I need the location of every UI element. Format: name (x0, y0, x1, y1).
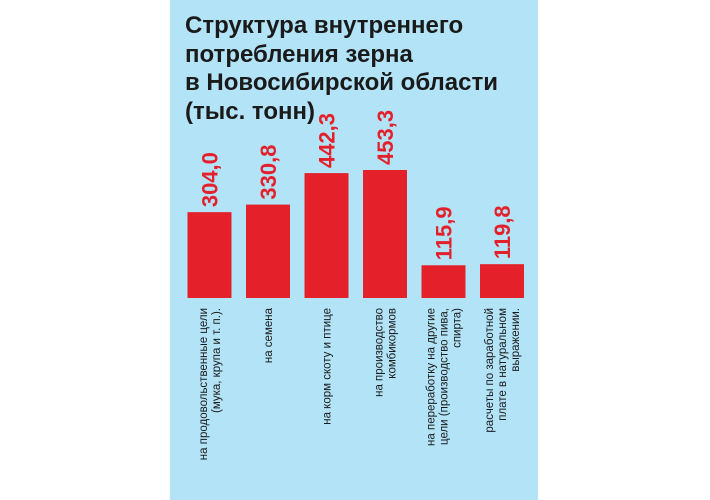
category-label-6-line-1: расчеты по заработной (484, 308, 496, 433)
value-label-2: 330,8 (256, 145, 281, 200)
category-label-6-line-3: выражении. (510, 308, 522, 372)
value-label-3: 442,3 (315, 113, 340, 168)
category-label-1-line-2: (мука, крупа и т. п.). (211, 308, 223, 413)
bar-5 (421, 265, 466, 298)
chart-title-line-3: в Новосибирской области (185, 69, 498, 96)
bar-2 (246, 204, 290, 298)
value-label-4: 453,3 (373, 110, 398, 165)
value-label-6: 119,8 (490, 205, 515, 259)
bar-1 (187, 212, 232, 298)
chart-title: Структура внутреннего потребления зерна … (185, 12, 530, 126)
value-label-5: 115,9 (432, 206, 457, 260)
category-label-4-line-2: комбикормов (387, 308, 399, 379)
chart-title-line-2: потребления зерна (185, 40, 413, 68)
category-label-1-line-1: на продовольственные цели (198, 308, 210, 460)
chart-title-line-1: Структура внутреннего (185, 12, 464, 39)
bar-4 (363, 170, 407, 298)
bar-3 (304, 173, 349, 298)
category-label-5-line-3: спирта) (452, 308, 464, 348)
bar-6 (480, 264, 524, 298)
category-label-4-line-1: на производство (374, 308, 386, 397)
value-label-1: 304,0 (198, 152, 223, 207)
chart-title-line-4: (тыс. тонн) (185, 97, 316, 125)
category-label-5-line-2: цели (производство пива, (439, 308, 451, 445)
category-label-5-line-1: на переработку на другие (426, 308, 438, 446)
category-label-3-line-1: на корм скоту и птице (322, 308, 334, 425)
category-label-2-line-1: на семена (263, 307, 275, 363)
category-label-6-line-2: плате в натуральном (497, 308, 509, 421)
